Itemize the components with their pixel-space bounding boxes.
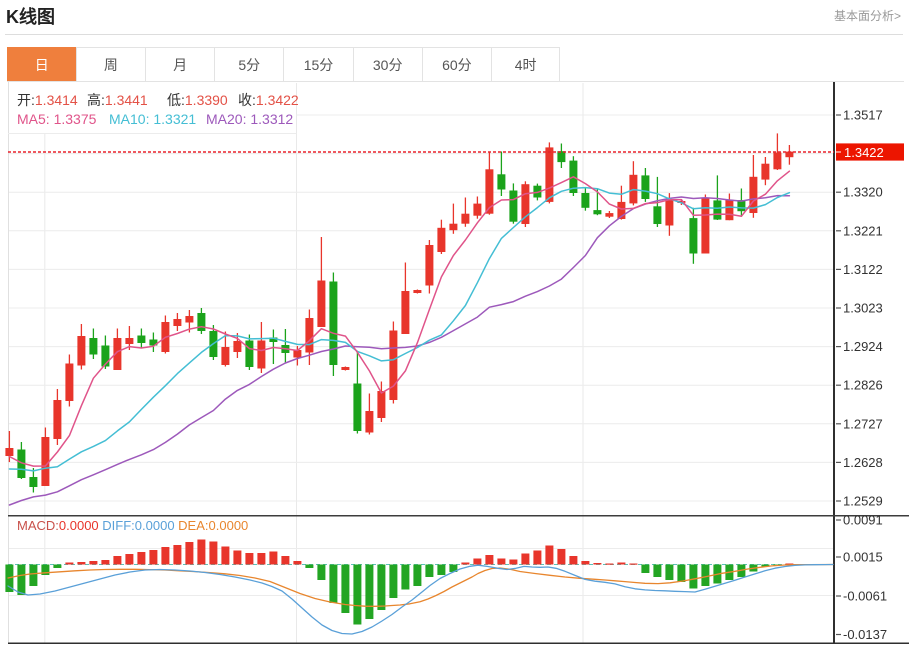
svg-text:1.2628: 1.2628 xyxy=(843,455,883,470)
svg-text:0.0091: 0.0091 xyxy=(843,513,883,528)
svg-text:1.3320: 1.3320 xyxy=(843,185,883,200)
svg-text:1.3122: 1.3122 xyxy=(843,262,883,277)
svg-text:-0.0137: -0.0137 xyxy=(843,627,887,642)
svg-text:0.0015: 0.0015 xyxy=(843,550,883,565)
svg-text:1.3422: 1.3422 xyxy=(844,145,884,160)
svg-text:1.2924: 1.2924 xyxy=(843,339,883,354)
svg-text:1.3023: 1.3023 xyxy=(843,301,883,316)
svg-text:1.3517: 1.3517 xyxy=(843,108,883,123)
svg-text:1.3221: 1.3221 xyxy=(843,223,883,238)
svg-text:1.2826: 1.2826 xyxy=(843,378,883,393)
svg-text:-0.0061: -0.0061 xyxy=(843,589,887,604)
svg-text:MACD:0.0000 DIFF:0.0000 DEA:: MACD:0.0000 DIFF:0.0000 DEA:0.0000 xyxy=(17,518,248,533)
svg-text:1.2727: 1.2727 xyxy=(843,416,883,431)
svg-text:1.2529: 1.2529 xyxy=(843,494,883,509)
